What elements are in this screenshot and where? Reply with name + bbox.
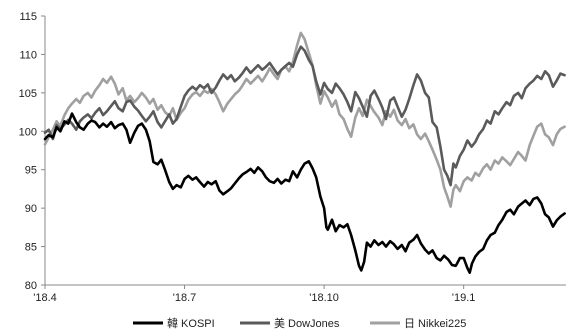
x-tick-label: '18.7 — [173, 292, 197, 304]
y-tick-label: 100 — [19, 126, 37, 138]
series-line-kospi — [43, 112, 566, 274]
series-line-nikkei225 — [43, 31, 566, 208]
x-tick-label: '18.4 — [33, 292, 57, 304]
legend-label-nikkei225: 日 Nikkei225 — [404, 318, 466, 330]
legend: 韓 KOSPI 美 DowJones 日 Nikkei225 — [133, 317, 466, 330]
series-lines — [43, 31, 566, 274]
axes: 80 85 90 95 100 105 110 115 '18.4 '18.7 '18.10 '19.… — [19, 11, 566, 304]
x-tick-label: '18.10 — [309, 292, 339, 304]
y-tick-label: 95 — [25, 165, 37, 177]
y-tick-label: 105 — [19, 88, 37, 100]
y-tick-label: 110 — [19, 49, 37, 61]
legend-label-dowjones: 美 DowJones — [274, 317, 340, 330]
y-tick-label: 80 — [25, 280, 37, 292]
series-line-dowjones — [43, 45, 566, 187]
y-tick-label: 90 — [25, 203, 37, 215]
y-tick-label: 85 — [25, 242, 37, 254]
legend-label-kospi: 韓 KOSPI — [167, 317, 215, 330]
x-tick-label: '19.1 — [452, 292, 476, 304]
y-tick-label: 115 — [19, 11, 37, 23]
